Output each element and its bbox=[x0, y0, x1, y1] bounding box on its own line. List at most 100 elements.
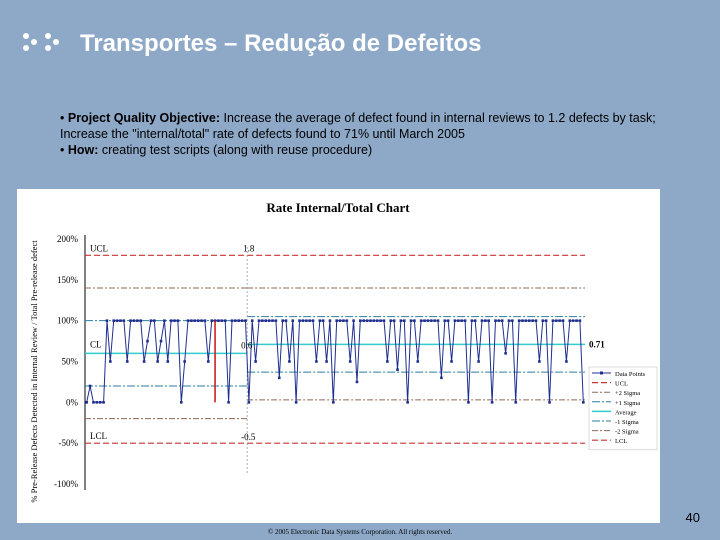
data-point bbox=[423, 319, 426, 322]
data-point bbox=[109, 360, 112, 363]
bullet-list: • Project Quality Objective: Increase th… bbox=[60, 110, 660, 158]
data-point bbox=[304, 319, 308, 322]
bullet-objective-label: Project Quality Objective: bbox=[67, 111, 220, 125]
bullet-how-text: creating test scripts (along with reuse … bbox=[98, 143, 373, 157]
data-point bbox=[129, 319, 132, 322]
data-series-line bbox=[86, 320, 584, 403]
cl2-value: 0.71 bbox=[589, 339, 605, 349]
data-point bbox=[575, 319, 578, 322]
data-point bbox=[402, 319, 406, 322]
data-point bbox=[389, 319, 393, 322]
data-point bbox=[122, 319, 126, 322]
data-point bbox=[369, 319, 372, 322]
data-point bbox=[318, 319, 322, 322]
data-point bbox=[406, 401, 409, 404]
data-point bbox=[301, 319, 305, 322]
data-point bbox=[544, 319, 548, 322]
data-point bbox=[399, 319, 403, 322]
data-point bbox=[315, 360, 318, 363]
data-point bbox=[487, 319, 491, 322]
legend-label: +2 Sigma bbox=[615, 390, 640, 397]
data-point bbox=[136, 319, 139, 322]
data-point bbox=[163, 319, 166, 322]
data-point bbox=[223, 319, 227, 322]
data-point bbox=[436, 319, 440, 322]
data-point bbox=[578, 319, 582, 322]
data-point bbox=[85, 401, 88, 404]
data-point bbox=[355, 380, 359, 384]
data-point bbox=[548, 401, 551, 404]
data-point bbox=[338, 319, 342, 322]
data-point bbox=[264, 319, 268, 322]
lcl-label: LCL bbox=[90, 431, 107, 441]
data-point bbox=[112, 319, 116, 322]
data-point bbox=[507, 319, 511, 322]
data-point bbox=[193, 319, 197, 322]
data-point bbox=[281, 319, 284, 322]
data-point bbox=[173, 319, 176, 322]
data-point bbox=[200, 319, 203, 322]
data-point bbox=[247, 401, 251, 404]
data-point bbox=[500, 319, 504, 322]
y-tick-label: 200% bbox=[57, 234, 79, 244]
data-point bbox=[446, 319, 450, 322]
data-point bbox=[311, 319, 315, 322]
data-point bbox=[375, 319, 379, 322]
control-chart: Rate Internal/Total Chart % Pre-Release D… bbox=[29, 200, 658, 503]
data-point bbox=[561, 319, 565, 322]
data-point bbox=[291, 319, 295, 322]
data-point bbox=[470, 319, 474, 322]
data-point bbox=[88, 384, 92, 388]
data-point bbox=[321, 319, 325, 322]
data-point bbox=[504, 352, 507, 355]
data-point bbox=[325, 360, 328, 363]
data-point bbox=[159, 339, 163, 343]
data-point bbox=[558, 319, 561, 322]
data-point bbox=[409, 319, 413, 322]
bullet-how-label: How: bbox=[67, 143, 99, 157]
data-point bbox=[125, 360, 129, 363]
data-point bbox=[359, 319, 362, 322]
data-point bbox=[267, 319, 271, 322]
data-point bbox=[176, 319, 180, 322]
data-point bbox=[443, 319, 447, 322]
data-point bbox=[362, 319, 366, 322]
data-point bbox=[342, 319, 345, 322]
data-point bbox=[105, 319, 109, 322]
data-point bbox=[440, 376, 443, 380]
data-point bbox=[227, 401, 230, 404]
data-point bbox=[453, 319, 457, 322]
data-point bbox=[473, 319, 477, 322]
data-point bbox=[392, 319, 396, 322]
data-point bbox=[379, 319, 382, 322]
data-point bbox=[335, 319, 338, 322]
legend-marker bbox=[600, 371, 603, 375]
data-point bbox=[531, 319, 534, 322]
data-point bbox=[541, 319, 545, 322]
data-point bbox=[551, 319, 555, 322]
data-point bbox=[190, 319, 193, 322]
data-point bbox=[196, 319, 200, 322]
dots-logo-icon bbox=[23, 33, 59, 51]
data-point bbox=[298, 319, 301, 322]
data-point bbox=[254, 360, 257, 363]
data-point bbox=[426, 319, 430, 322]
data-point bbox=[494, 319, 497, 322]
data-point bbox=[480, 319, 484, 322]
data-point bbox=[240, 319, 244, 322]
data-point bbox=[207, 360, 210, 363]
data-point bbox=[571, 319, 575, 322]
data-point bbox=[457, 319, 460, 322]
data-point bbox=[274, 319, 278, 322]
legend-label: -2 Sigma bbox=[615, 429, 639, 436]
data-point bbox=[271, 319, 274, 322]
data-point bbox=[186, 319, 190, 322]
data-point bbox=[250, 319, 254, 322]
data-point bbox=[230, 319, 234, 322]
data-point bbox=[95, 401, 99, 404]
data-point bbox=[169, 319, 173, 322]
data-point bbox=[527, 319, 531, 322]
legend-label: Data Points bbox=[615, 371, 646, 378]
data-point bbox=[257, 319, 261, 322]
data-point bbox=[352, 319, 355, 322]
